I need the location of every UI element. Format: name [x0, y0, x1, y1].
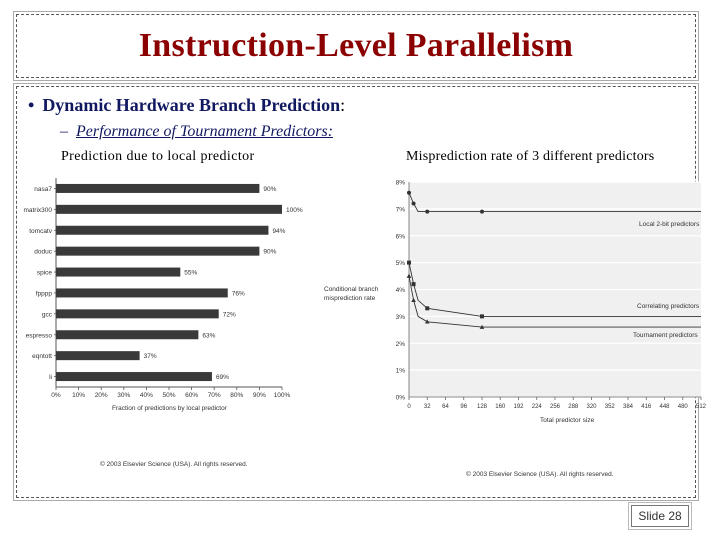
title-frame: Instruction-Level Parallelism	[13, 11, 699, 81]
content-frame	[13, 83, 699, 501]
slide-title: Instruction-Level Parallelism	[138, 27, 574, 64]
bullet-dot-icon: •	[28, 95, 35, 115]
sub-bullet: – Performance of Tournament Predictors:	[60, 123, 333, 141]
line-x-tick-label: 512	[696, 404, 707, 410]
right-figure-caption: Misprediction rate of 3 different predic…	[406, 149, 655, 164]
main-bullet: • Dynamic Hardware Branch Prediction:	[28, 95, 345, 116]
dash-icon: –	[60, 123, 68, 140]
sub-bullet-text: Performance of Tournament Predictors:	[76, 123, 334, 140]
main-bullet-text: Dynamic Hardware Branch Prediction	[42, 95, 341, 115]
slide-number: Slide 28	[628, 502, 692, 530]
left-figure-caption: Prediction due to local predictor	[61, 149, 255, 164]
main-bullet-colon: :	[340, 95, 346, 115]
